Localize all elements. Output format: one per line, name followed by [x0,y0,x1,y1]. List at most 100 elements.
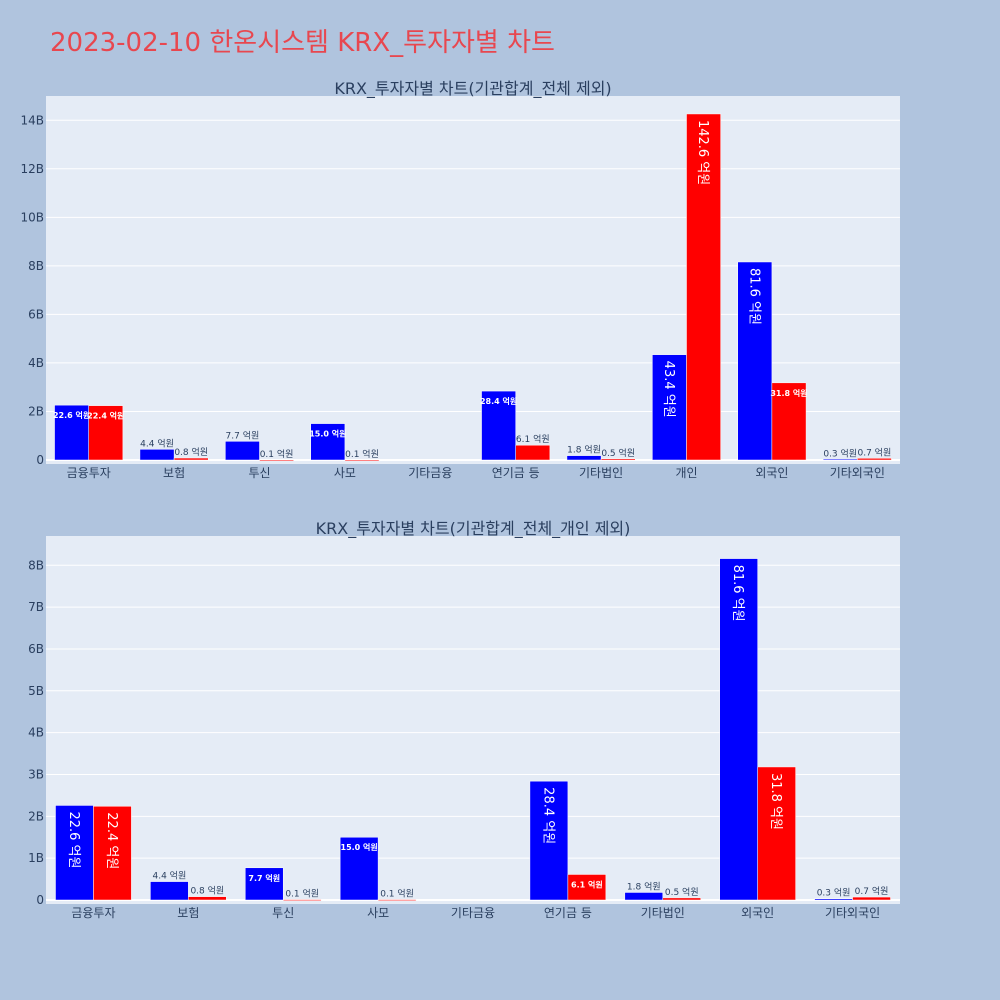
bar [600,458,636,461]
bar-data-label: 0.7 억원 [855,885,889,897]
x-tick-label: 외국인 [755,466,788,480]
bar [686,113,721,461]
y-tick-label: 3B [28,767,44,781]
y-tick-label: 5B [28,684,44,698]
y-tick-label: 4B [28,726,44,740]
bar [624,892,664,901]
bar-data-label: 0.1 억원 [380,888,414,900]
bar [814,898,853,901]
bar [737,261,773,461]
bar [259,459,294,462]
x-tick-label: 보험 [177,906,199,920]
y-tick-label: 2B [28,404,44,418]
y-tick-label: 8B [28,259,44,273]
bar-data-label: 0.8 억원 [174,446,208,458]
bar-data-label: 22.6 억원 [53,410,90,420]
bar-data-label: 0.1 억원 [260,448,294,460]
bar [719,558,758,901]
x-tick-label: 연기금 등 [544,906,592,920]
y-tick-label: 10B [20,210,44,224]
x-tick-label: 금융투자 [67,466,111,480]
bar [566,455,602,461]
bar [515,444,551,461]
chart-1: KRX_투자자별 차트(기관합계_전체 제외) 0 2B 4B 6B 8B 10B 12B 14… [20,79,900,480]
bar [529,780,569,901]
bar-data-label: 0.3 억원 [817,887,851,899]
y-tick-label: 7B [28,600,44,614]
x-tick-label: 기타금융 [408,466,452,480]
bar-data-label: 81.6 억원 [746,268,761,325]
bar-data-label: 0.1 억원 [345,448,379,460]
x-tick-label: 사모 [334,466,356,480]
bar-data-label: 0.7 억원 [858,446,892,458]
bar [344,459,380,462]
y-tick-label: 1B [28,851,44,865]
bar [173,457,209,461]
chart-title: KRX_투자자별 차트(기관합계_전체 제외) [334,79,611,99]
x-tick-label: 기타금융 [451,906,495,920]
x-tick-label: 기타법인 [579,466,623,480]
chart-title: KRX_투자자별 차트(기관합계_전체_개인 제외) [316,519,631,539]
x-tick-label: 기타외국인 [830,466,885,480]
x-tick-label: 보험 [163,466,185,480]
x-tick-label: 기타법인 [641,906,685,920]
x-tick-label: 투신 [248,466,270,480]
bar-data-label: 31.8 억원 [770,388,807,398]
bar-data-label: 22.4 억원 [104,812,119,869]
y-tick-label: 0 [36,893,44,907]
x-tick-label: 연기금 등 [492,466,540,480]
bar [282,899,322,901]
x-tick-label: 외국인 [741,906,774,920]
bar [150,881,189,901]
bar-data-label: 6.1 억원 [571,879,603,889]
bar [377,899,417,901]
bar-data-label: 7.7 억원 [248,873,280,883]
bar [55,805,94,901]
x-tick-label: 금융투자 [71,906,115,920]
bar-data-label: 0.8 억원 [190,885,224,897]
bar-data-label: 142.6 억원 [695,120,710,185]
bar [852,896,891,901]
bar [652,354,687,461]
y-tick-label: 6B [28,307,44,321]
bar-data-label: 15.0 억원 [341,842,378,852]
bar [93,806,132,901]
bar-data-label: 0.1 억원 [285,888,319,900]
bar-data-label: 22.4 억원 [87,411,124,421]
bar-data-label: 22.6 억원 [66,811,81,868]
x-tick-label: 개인 [675,466,697,480]
x-tick-label: 사모 [367,906,389,920]
bar [822,459,858,461]
y-tick-label: 12B [20,162,44,176]
y-tick-label: 8B [28,558,44,572]
bar-data-label: 43.4 억원 [661,361,676,418]
x-tick-label: 기타외국인 [825,906,880,920]
bar-data-label: 0.3 억원 [823,447,857,459]
bar-data-label: 81.6 억원 [730,565,745,622]
bar-data-label: 6.1 억원 [516,433,550,445]
bar-data-label: 28.4 억원 [540,787,555,844]
chart-2: KRX_투자자별 차트(기관합계_전체_개인 제외) 0 1B 2B 3B 4B 5B 6B 7… [28,519,900,920]
y-tick-label: 2B [28,809,44,823]
page-title: 2023-02-10 한온시스템 KRX_투자자별 차트 [50,28,555,58]
bar-data-label: 0.5 억원 [601,447,635,459]
bar-data-label: 31.8 억원 [768,773,783,830]
bar-data-label: 4.4 억원 [152,870,186,882]
bar [88,405,124,461]
bar [481,390,516,461]
bar-data-label: 0.5 억원 [665,886,699,898]
bar [310,423,346,461]
bar [139,449,175,461]
bar-data-label: 28.4 억원 [480,396,517,406]
bar [857,458,892,461]
bar-data-label: 4.4 억원 [140,437,174,449]
y-tick-label: 4B [28,356,44,370]
bar-data-label: 1.8 억원 [567,444,601,456]
y-tick-label: 0 [36,453,44,467]
y-tick-label: 14B [20,113,44,127]
bar [662,897,701,901]
y-tick-label: 6B [28,642,44,656]
bar [339,836,379,901]
bar-data-label: 1.8 억원 [627,880,661,892]
